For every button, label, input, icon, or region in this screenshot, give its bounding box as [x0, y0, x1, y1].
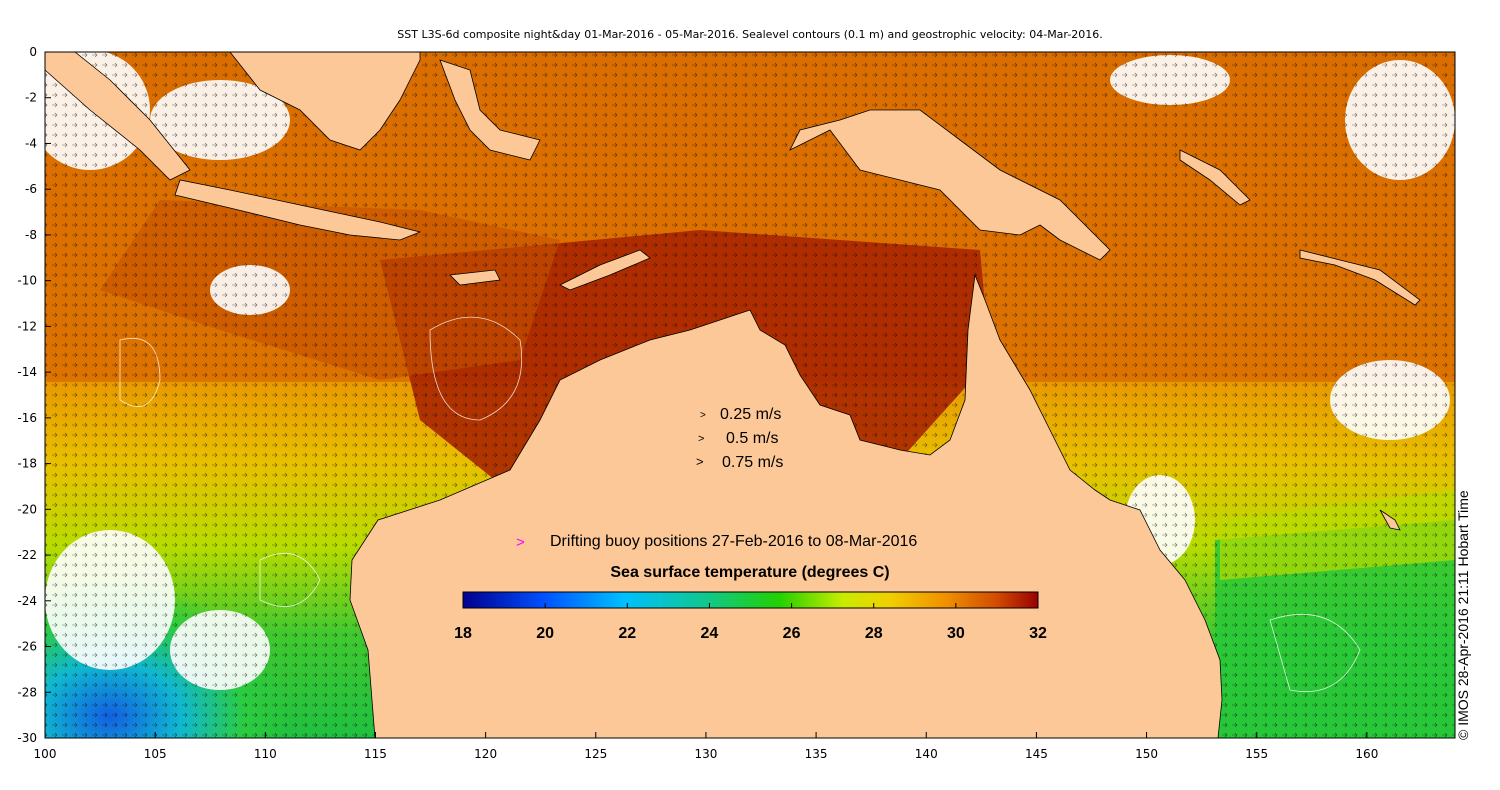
x-tick-label: 105 — [144, 747, 167, 761]
plot-frame — [44, 51, 1456, 739]
colorbar-tick-label: 32 — [1029, 625, 1047, 642]
colorbar-tick-label: 28 — [865, 625, 883, 642]
y-tick-label: -2 — [25, 91, 37, 105]
y-tick-label: -28 — [17, 685, 37, 699]
x-tick-label: 120 — [474, 747, 497, 761]
y-tick-label: 0 — [29, 45, 37, 59]
colorbar-gradient — [462, 591, 1039, 609]
land-new-guinea — [789, 109, 1111, 261]
x-tick-label: 110 — [254, 747, 277, 761]
y-tick-label: -6 — [25, 182, 37, 196]
land-new-britain — [1179, 149, 1251, 206]
y-tick-label: -20 — [17, 502, 37, 516]
land-vanuatu — [1379, 509, 1401, 531]
velocity-legend: > 0.25 m/s > 0.5 m/s > 0.75 m/s — [696, 406, 783, 471]
y-tick-label: -14 — [17, 365, 37, 379]
buoy-legend: > Drifting buoy positions 27-Feb-2016 to… — [516, 533, 917, 551]
y-tick-label: -26 — [17, 640, 37, 654]
map-title: SST L3S-6d composite night&day 01-Mar-20… — [397, 28, 1103, 41]
y-tick-label: -22 — [17, 548, 37, 562]
x-tick-label: 150 — [1135, 747, 1158, 761]
land-sumatra — [45, 52, 191, 181]
land-sulawesi — [439, 59, 541, 161]
y-tick-label: -16 — [17, 411, 37, 425]
sea-level-contours — [119, 316, 1361, 692]
land-borneo — [229, 52, 421, 151]
colorbar-tick-label: 30 — [947, 625, 965, 642]
colorbar-tick-label: 26 — [783, 625, 801, 642]
colorbar-title: Sea surface temperature (degrees C) — [610, 564, 889, 581]
vel-arrow-3: > — [696, 454, 704, 469]
x-tick-label: 140 — [915, 747, 938, 761]
vel-arrow-1: > — [700, 410, 706, 421]
credit-text: © IMOS 28-Apr-2016 21:11 Hobart Time — [1455, 490, 1471, 740]
vel-label-2: 0.5 m/s — [726, 430, 778, 447]
x-tick-label: 125 — [584, 747, 607, 761]
land-islands-south — [449, 269, 501, 286]
y-tick-label: -10 — [17, 274, 37, 288]
vel-label-3: 0.75 m/s — [722, 454, 783, 471]
colorbar-tick-label: 18 — [454, 625, 472, 642]
colorbar-ticks: 18 20 22 24 26 28 30 32 — [454, 603, 1047, 642]
colorbar-tick-label: 20 — [536, 625, 554, 642]
y-tick-label: -30 — [17, 731, 37, 745]
x-axis: 100 105 110 115 120 125 130 135 140 145 150 155 160 — [34, 732, 1378, 761]
colorbar-tick-label: 24 — [701, 625, 719, 642]
x-tick-label: 135 — [805, 747, 828, 761]
y-tick-label: -4 — [25, 136, 37, 150]
sst-plot-area: > 0.25 m/s > 0.5 m/s > 0.75 m/s > Drifti… — [45, 52, 1455, 738]
land-timor — [559, 249, 651, 291]
y-tick-label: -12 — [17, 319, 37, 333]
vel-label-1: 0.25 m/s — [720, 406, 781, 423]
colorbar-tick-label: 22 — [618, 625, 636, 642]
land-australia — [349, 273, 1223, 738]
land-solomons — [1299, 249, 1421, 306]
x-tick-label: 145 — [1025, 747, 1048, 761]
land-masses — [45, 52, 1421, 738]
x-tick-label: 100 — [34, 747, 57, 761]
x-tick-label: 160 — [1355, 747, 1378, 761]
vel-arrow-2: > — [698, 433, 704, 445]
x-tick-label: 155 — [1245, 747, 1268, 761]
y-tick-label: -24 — [17, 594, 37, 608]
x-tick-label: 115 — [364, 747, 387, 761]
x-tick-label: 130 — [694, 747, 717, 761]
buoy-label: Drifting buoy positions 27-Feb-2016 to 0… — [550, 533, 917, 550]
land-java — [174, 179, 422, 241]
y-axis: 0 -2 -4 -6 -8 -10 -12 -14 -16 -18 -20 -22 -24 -26 -28 -… — [17, 45, 51, 745]
y-tick-label: -18 — [17, 457, 37, 471]
colorbar: Sea surface temperature (degrees C) 18 20… — [454, 564, 1047, 642]
buoy-marker: > — [516, 534, 525, 551]
y-tick-label: -8 — [25, 228, 37, 242]
